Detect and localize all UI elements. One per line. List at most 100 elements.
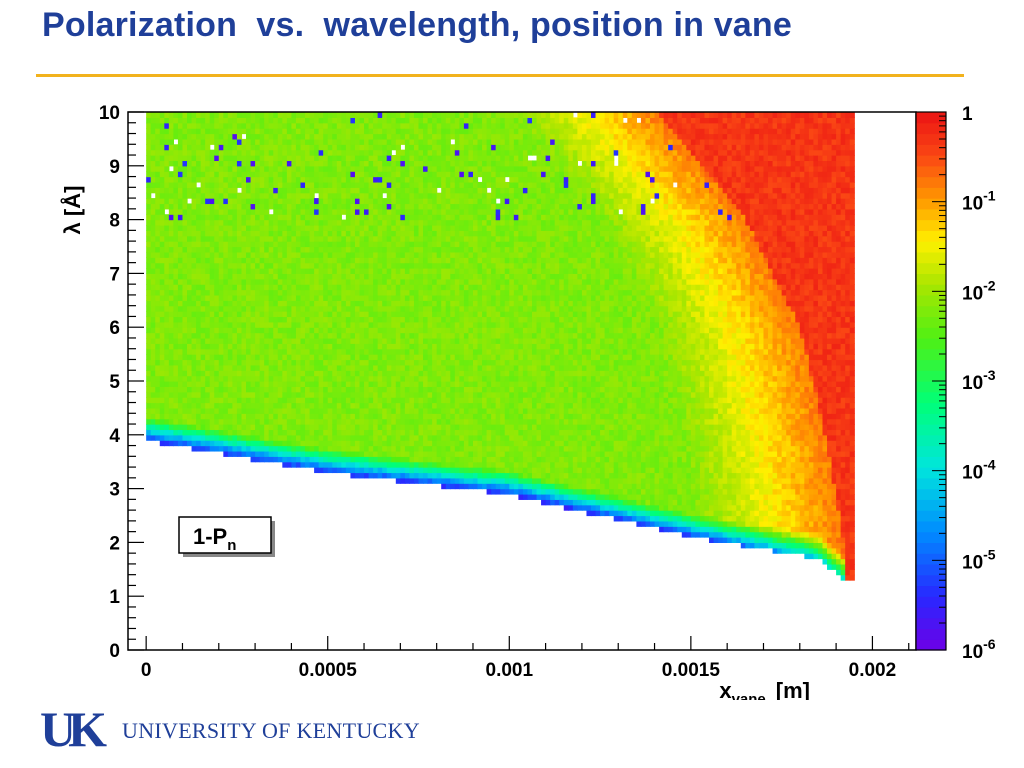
heatmap-cell [259, 413, 265, 420]
heatmap-cell [486, 348, 492, 355]
heatmap-cell [150, 176, 156, 183]
heatmap-cell [218, 440, 224, 447]
heatmap-cell [295, 305, 302, 312]
heatmap-cell [341, 278, 347, 285]
heatmap-cell [236, 300, 243, 307]
heatmap-cell [196, 144, 202, 151]
heatmap-cell [309, 122, 315, 129]
heatmap-cell [477, 224, 483, 231]
heatmap-cell [314, 160, 320, 167]
heatmap-cell [309, 160, 315, 167]
heatmap-cell [395, 434, 401, 441]
heatmap-cell [468, 133, 474, 140]
heatmap-cell [409, 327, 415, 334]
heatmap-cell [182, 219, 188, 226]
heatmap-cell [250, 219, 256, 226]
heatmap-cell [177, 348, 184, 355]
heatmap-cell [373, 348, 379, 355]
heatmap-cell [359, 224, 365, 231]
heatmap-cell [445, 187, 451, 194]
heatmap-cell [214, 155, 220, 162]
heatmap-cell [400, 122, 406, 129]
heatmap-cell [459, 456, 465, 463]
heatmap-cell [459, 364, 465, 371]
heatmap-cell [463, 418, 470, 425]
heatmap-cell [173, 289, 179, 296]
heatmap-cell [236, 278, 243, 285]
heatmap-cell [164, 251, 170, 258]
heatmap-cell [214, 418, 220, 425]
heatmap-cell [232, 251, 238, 258]
heatmap-cell [463, 440, 470, 447]
heatmap-cell [354, 397, 361, 404]
heatmap-cell [250, 112, 256, 118]
heatmap-cell [246, 214, 252, 221]
heatmap-cell [232, 289, 238, 296]
heatmap-cell [214, 407, 220, 414]
heatmap-cell [486, 235, 492, 242]
heatmap-cell [359, 456, 365, 463]
heatmap-cell [209, 235, 215, 242]
heatmap-cell [264, 391, 270, 398]
heatmap-cell [264, 128, 270, 135]
heatmap-cell [350, 171, 356, 178]
heatmap-cell [273, 262, 279, 269]
heatmap-cell [477, 370, 483, 377]
heatmap-cell [450, 289, 456, 296]
heatmap-cell [218, 133, 224, 140]
heatmap-cell [382, 402, 388, 409]
heatmap-cell [187, 181, 193, 188]
heatmap-cell [432, 128, 438, 135]
heatmap-cell [445, 251, 451, 258]
heatmap-cell [155, 321, 161, 328]
heatmap-cell [350, 192, 356, 199]
heatmap-cell [459, 461, 465, 468]
heatmap-cell [155, 128, 161, 135]
heatmap-cell [377, 440, 383, 447]
heatmap-cell [368, 257, 374, 264]
heatmap-cell [450, 230, 456, 237]
heatmap-cell [386, 440, 392, 447]
heatmap-cell [155, 133, 161, 140]
heatmap-cell [327, 257, 333, 264]
heatmap-cell [359, 192, 365, 199]
heatmap-cell [314, 364, 320, 371]
heatmap-cell [336, 375, 342, 382]
heatmap-cell [187, 128, 193, 135]
heatmap-cell [214, 144, 220, 151]
heatmap-cell [200, 434, 206, 441]
heatmap-cell [468, 386, 474, 393]
heatmap-cell [295, 386, 302, 393]
heatmap-cell [436, 117, 442, 124]
heatmap-cell [445, 407, 451, 414]
heatmap-cell [386, 397, 392, 404]
heatmap-cell [264, 343, 270, 350]
heatmap-cell [323, 268, 329, 274]
heatmap-cell [463, 391, 470, 398]
heatmap-cell [423, 397, 429, 404]
heatmap-cell [386, 327, 392, 334]
heatmap-cell [377, 165, 383, 172]
heatmap-cell [423, 332, 429, 339]
heatmap-cell [423, 117, 429, 124]
heatmap-cell [214, 117, 220, 124]
heatmap-cell [146, 251, 152, 258]
heatmap-cell [404, 343, 411, 350]
heatmap-cell [255, 402, 261, 409]
heatmap-cell [246, 305, 252, 312]
heatmap-cell [255, 155, 261, 162]
heatmap-cell [255, 381, 261, 387]
heatmap-cell [259, 386, 265, 393]
heatmap-cell [354, 332, 361, 339]
heatmap-cell [345, 246, 352, 253]
heatmap-cell [246, 278, 252, 285]
heatmap-cell [155, 268, 161, 274]
heatmap-cell [364, 337, 370, 344]
heatmap-cell [345, 467, 352, 474]
heatmap-cell [454, 133, 460, 140]
heatmap-cell [236, 354, 243, 361]
heatmap-cell [409, 424, 415, 431]
heatmap-cell [409, 467, 415, 474]
heatmap-cell [146, 364, 152, 371]
heatmap-cell [191, 386, 197, 393]
